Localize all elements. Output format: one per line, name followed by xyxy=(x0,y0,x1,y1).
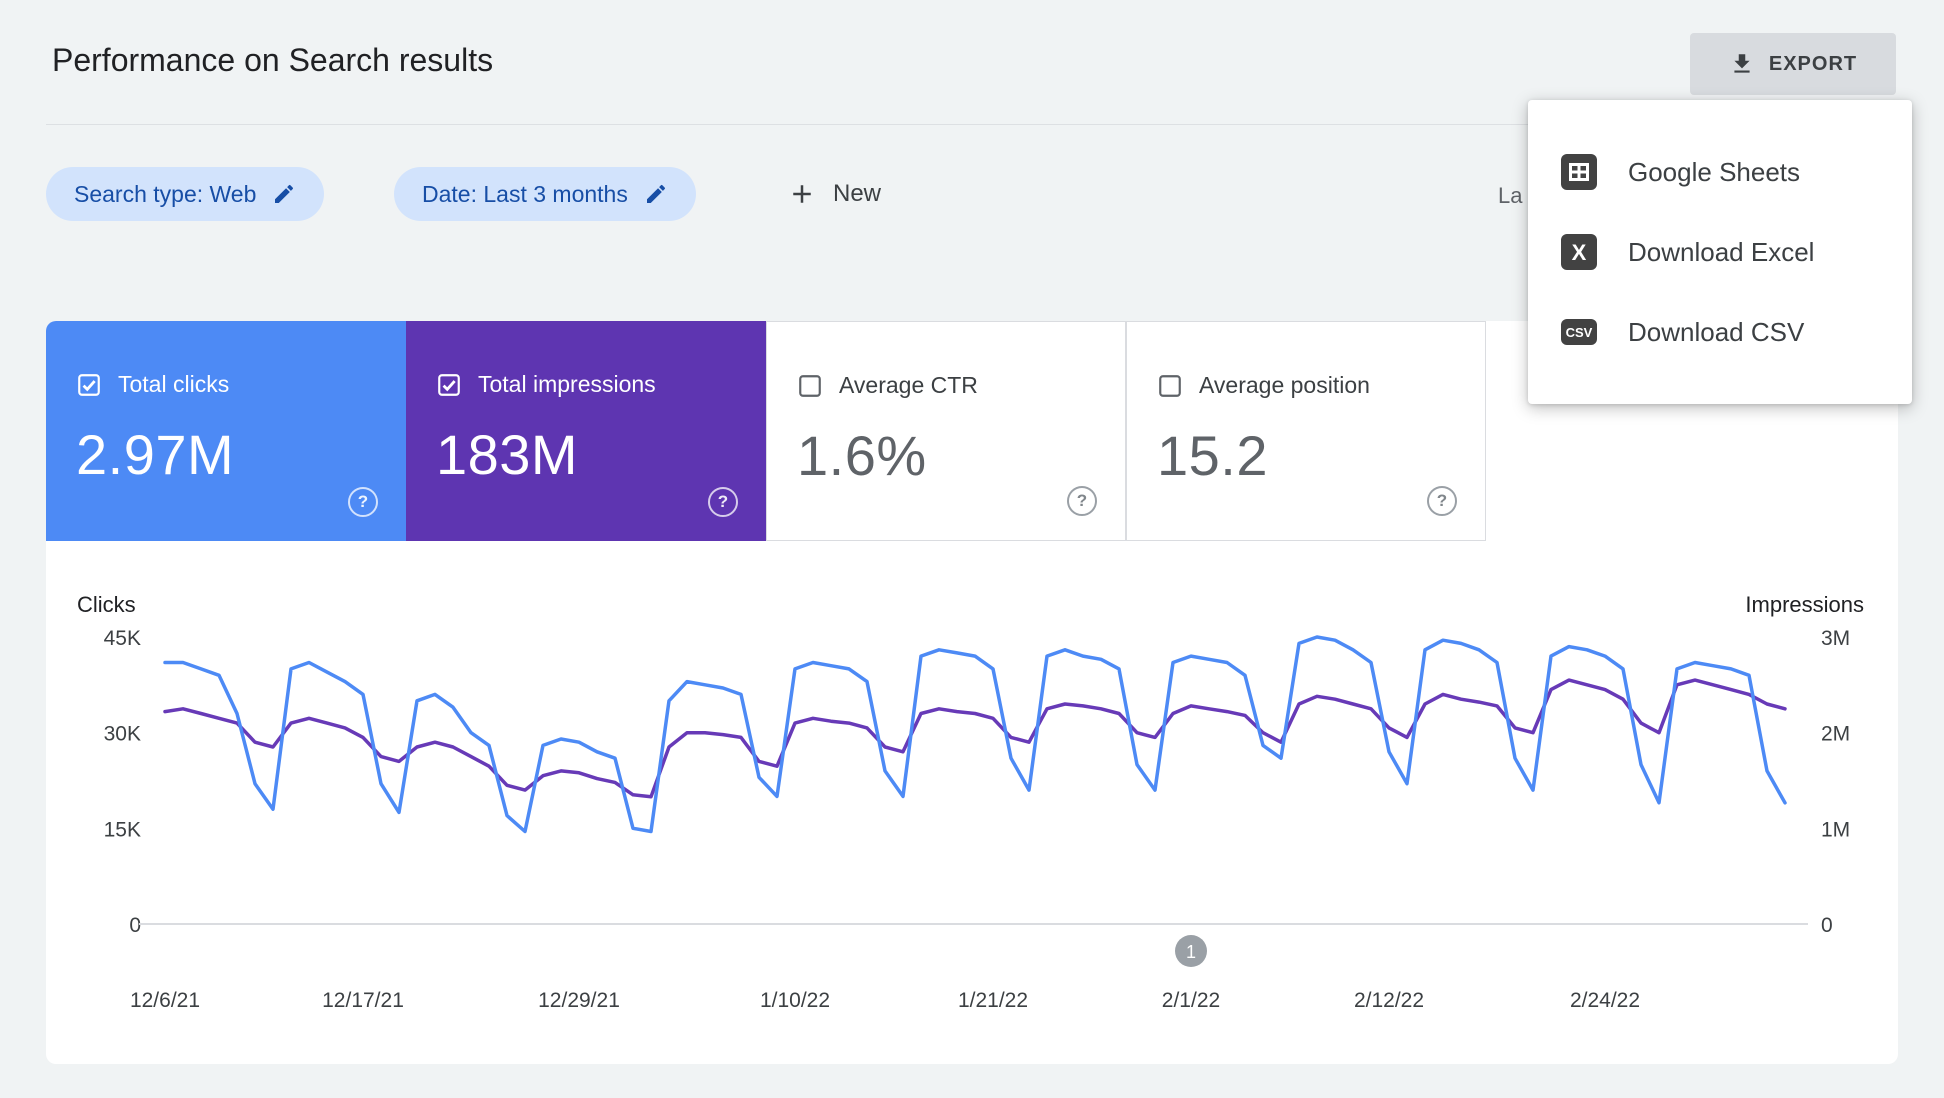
csv-icon: CSV xyxy=(1561,319,1597,345)
x-axis-tick: 12/29/21 xyxy=(538,989,620,1012)
checkbox-checked-icon xyxy=(438,373,460,396)
export-button-label: EXPORT xyxy=(1768,52,1858,75)
metric-tile-value: 15.2 xyxy=(1157,424,1268,487)
help-icon[interactable]: ? xyxy=(348,487,378,517)
metric-tile-value: 2.97M xyxy=(76,423,235,486)
x-axis-tick: 12/6/21 xyxy=(130,989,200,1012)
menu-item-download-csv[interactable]: CSV Download CSV xyxy=(1528,292,1912,372)
x-axis-tick: 2/24/22 xyxy=(1570,989,1640,1012)
metric-tile-total-impressions[interactable]: Total impressions 183M ? xyxy=(406,321,766,541)
metric-tile-header: Average position xyxy=(1157,372,1370,399)
right-axis-caption: Impressions xyxy=(1745,592,1864,617)
left-axis-caption: Clicks xyxy=(77,592,136,617)
checkbox-unchecked-icon xyxy=(1159,374,1181,397)
page-title: Performance on Search results xyxy=(52,42,494,78)
left-axis-tick: 30K xyxy=(104,723,141,746)
left-axis-tick: 45K xyxy=(104,627,141,650)
last-updated-text: La xyxy=(1498,183,1523,208)
left-axis-tick: 0 xyxy=(129,914,141,937)
metric-tile-label: Total clicks xyxy=(118,371,230,397)
impressions-line xyxy=(163,678,1787,799)
x-axis-tick: 2/1/22 xyxy=(1162,989,1220,1012)
new-filter-label: New xyxy=(833,180,882,207)
google-sheets-icon xyxy=(1561,154,1597,190)
right-axis-tick: 2M xyxy=(1821,723,1850,746)
new-filter-button[interactable]: New xyxy=(787,167,881,221)
metric-tile-label: Average CTR xyxy=(839,372,978,398)
menu-item-label: Google Sheets xyxy=(1628,156,1801,187)
performance-chart[interactable]: Clicks Impressions 45K 30K 15K 0 3M 2M 1M 0 12/6/2… xyxy=(46,564,1898,1064)
right-axis-tick: 3M xyxy=(1821,627,1850,650)
x-axis-tick: 12/17/21 xyxy=(322,989,404,1012)
pager-dot-label: 1 xyxy=(1186,942,1196,962)
pager-dot[interactable] xyxy=(1175,935,1207,967)
menu-item-google-sheets[interactable]: Google Sheets xyxy=(1528,132,1912,212)
left-axis-tick: 15K xyxy=(104,818,141,841)
header-divider xyxy=(46,124,1898,125)
help-icon[interactable]: ? xyxy=(1067,486,1097,516)
export-menu: Google Sheets X Download Excel CSV Downl… xyxy=(1528,100,1912,404)
metric-tile-header: Average CTR xyxy=(797,372,978,399)
help-icon[interactable]: ? xyxy=(708,487,738,517)
metric-tile-total-clicks[interactable]: Total clicks 2.97M ? xyxy=(46,321,406,541)
excel-icon-glyph: X xyxy=(1572,240,1587,265)
metric-tile-label: Average position xyxy=(1199,372,1370,398)
filter-chip-search-type-label: Search type: Web xyxy=(74,180,257,207)
menu-item-download-excel[interactable]: X Download Excel xyxy=(1528,212,1912,292)
checkbox-unchecked-icon xyxy=(799,374,821,397)
export-button[interactable]: EXPORT xyxy=(1690,33,1896,95)
plus-icon xyxy=(793,185,811,203)
x-axis-tick: 2/12/22 xyxy=(1354,989,1424,1012)
filter-chip-date[interactable]: Date: Last 3 months xyxy=(394,167,696,221)
x-axis-tick: 1/10/22 xyxy=(760,989,830,1012)
metric-tile-header: Total clicks xyxy=(76,371,229,398)
metric-tile-label: Total impressions xyxy=(478,371,656,397)
csv-icon-glyph: CSV xyxy=(1566,325,1593,340)
checkbox-checked-icon xyxy=(78,373,100,396)
clicks-line xyxy=(163,635,1787,834)
menu-item-label: Download Excel xyxy=(1628,236,1815,267)
metric-tile-header: Total impressions xyxy=(436,371,656,398)
metric-tile-average-position[interactable]: Average position 15.2 ? xyxy=(1126,321,1486,541)
metric-tile-value: 183M xyxy=(436,423,579,486)
performance-card: Total clicks 2.97M ? Total impressions 1… xyxy=(46,321,1898,1064)
help-icon[interactable]: ? xyxy=(1427,486,1457,516)
menu-item-label: Download CSV xyxy=(1628,316,1805,347)
right-axis-tick: 0 xyxy=(1821,914,1833,937)
x-axis-tick: 1/21/22 xyxy=(958,989,1028,1012)
download-icon xyxy=(1734,54,1750,73)
edit-pencil-icon xyxy=(646,184,665,203)
metric-tile-average-ctr[interactable]: Average CTR 1.6% ? xyxy=(766,321,1126,541)
right-axis-tick: 1M xyxy=(1821,818,1850,841)
metric-tile-value: 1.6% xyxy=(797,424,927,487)
filter-chip-search-type[interactable]: Search type: Web xyxy=(46,167,325,221)
filter-chip-date-label: Date: Last 3 months xyxy=(422,180,628,207)
excel-icon: X xyxy=(1561,234,1597,270)
edit-pencil-icon xyxy=(275,184,294,203)
